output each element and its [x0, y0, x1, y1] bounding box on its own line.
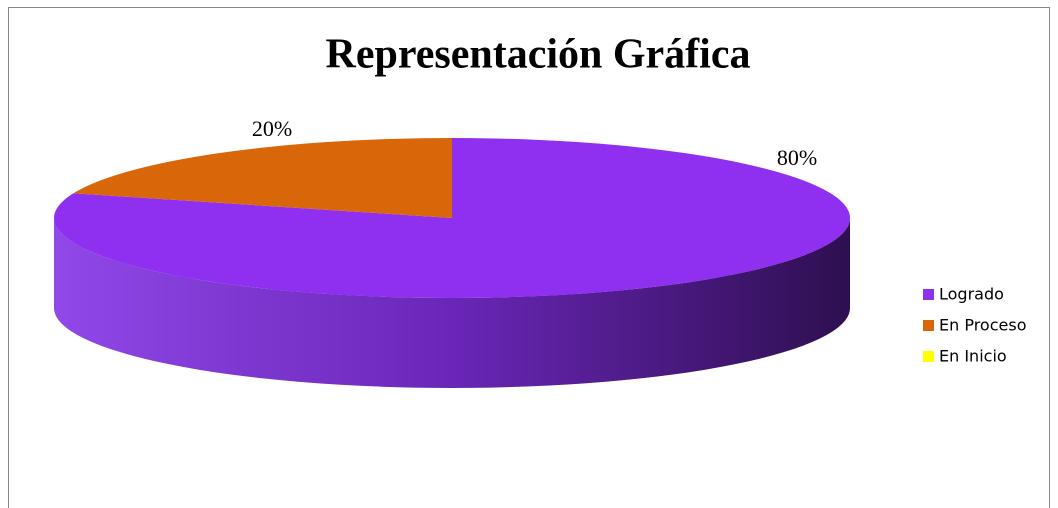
legend-swatch	[923, 351, 934, 362]
legend-label: Logrado	[939, 285, 1004, 304]
value-label: 20%	[252, 116, 292, 141]
legend-swatch	[923, 289, 934, 300]
legend-label: En Inicio	[939, 347, 1007, 366]
legend-label: En Proceso	[939, 316, 1026, 335]
chart-title: Representación Gráfica	[326, 32, 751, 78]
legend-swatch	[923, 320, 934, 331]
pie-side	[54, 218, 850, 388]
value-label: 80%	[777, 145, 817, 170]
pie-slice	[73, 138, 453, 218]
pie-slice	[53, 138, 851, 298]
